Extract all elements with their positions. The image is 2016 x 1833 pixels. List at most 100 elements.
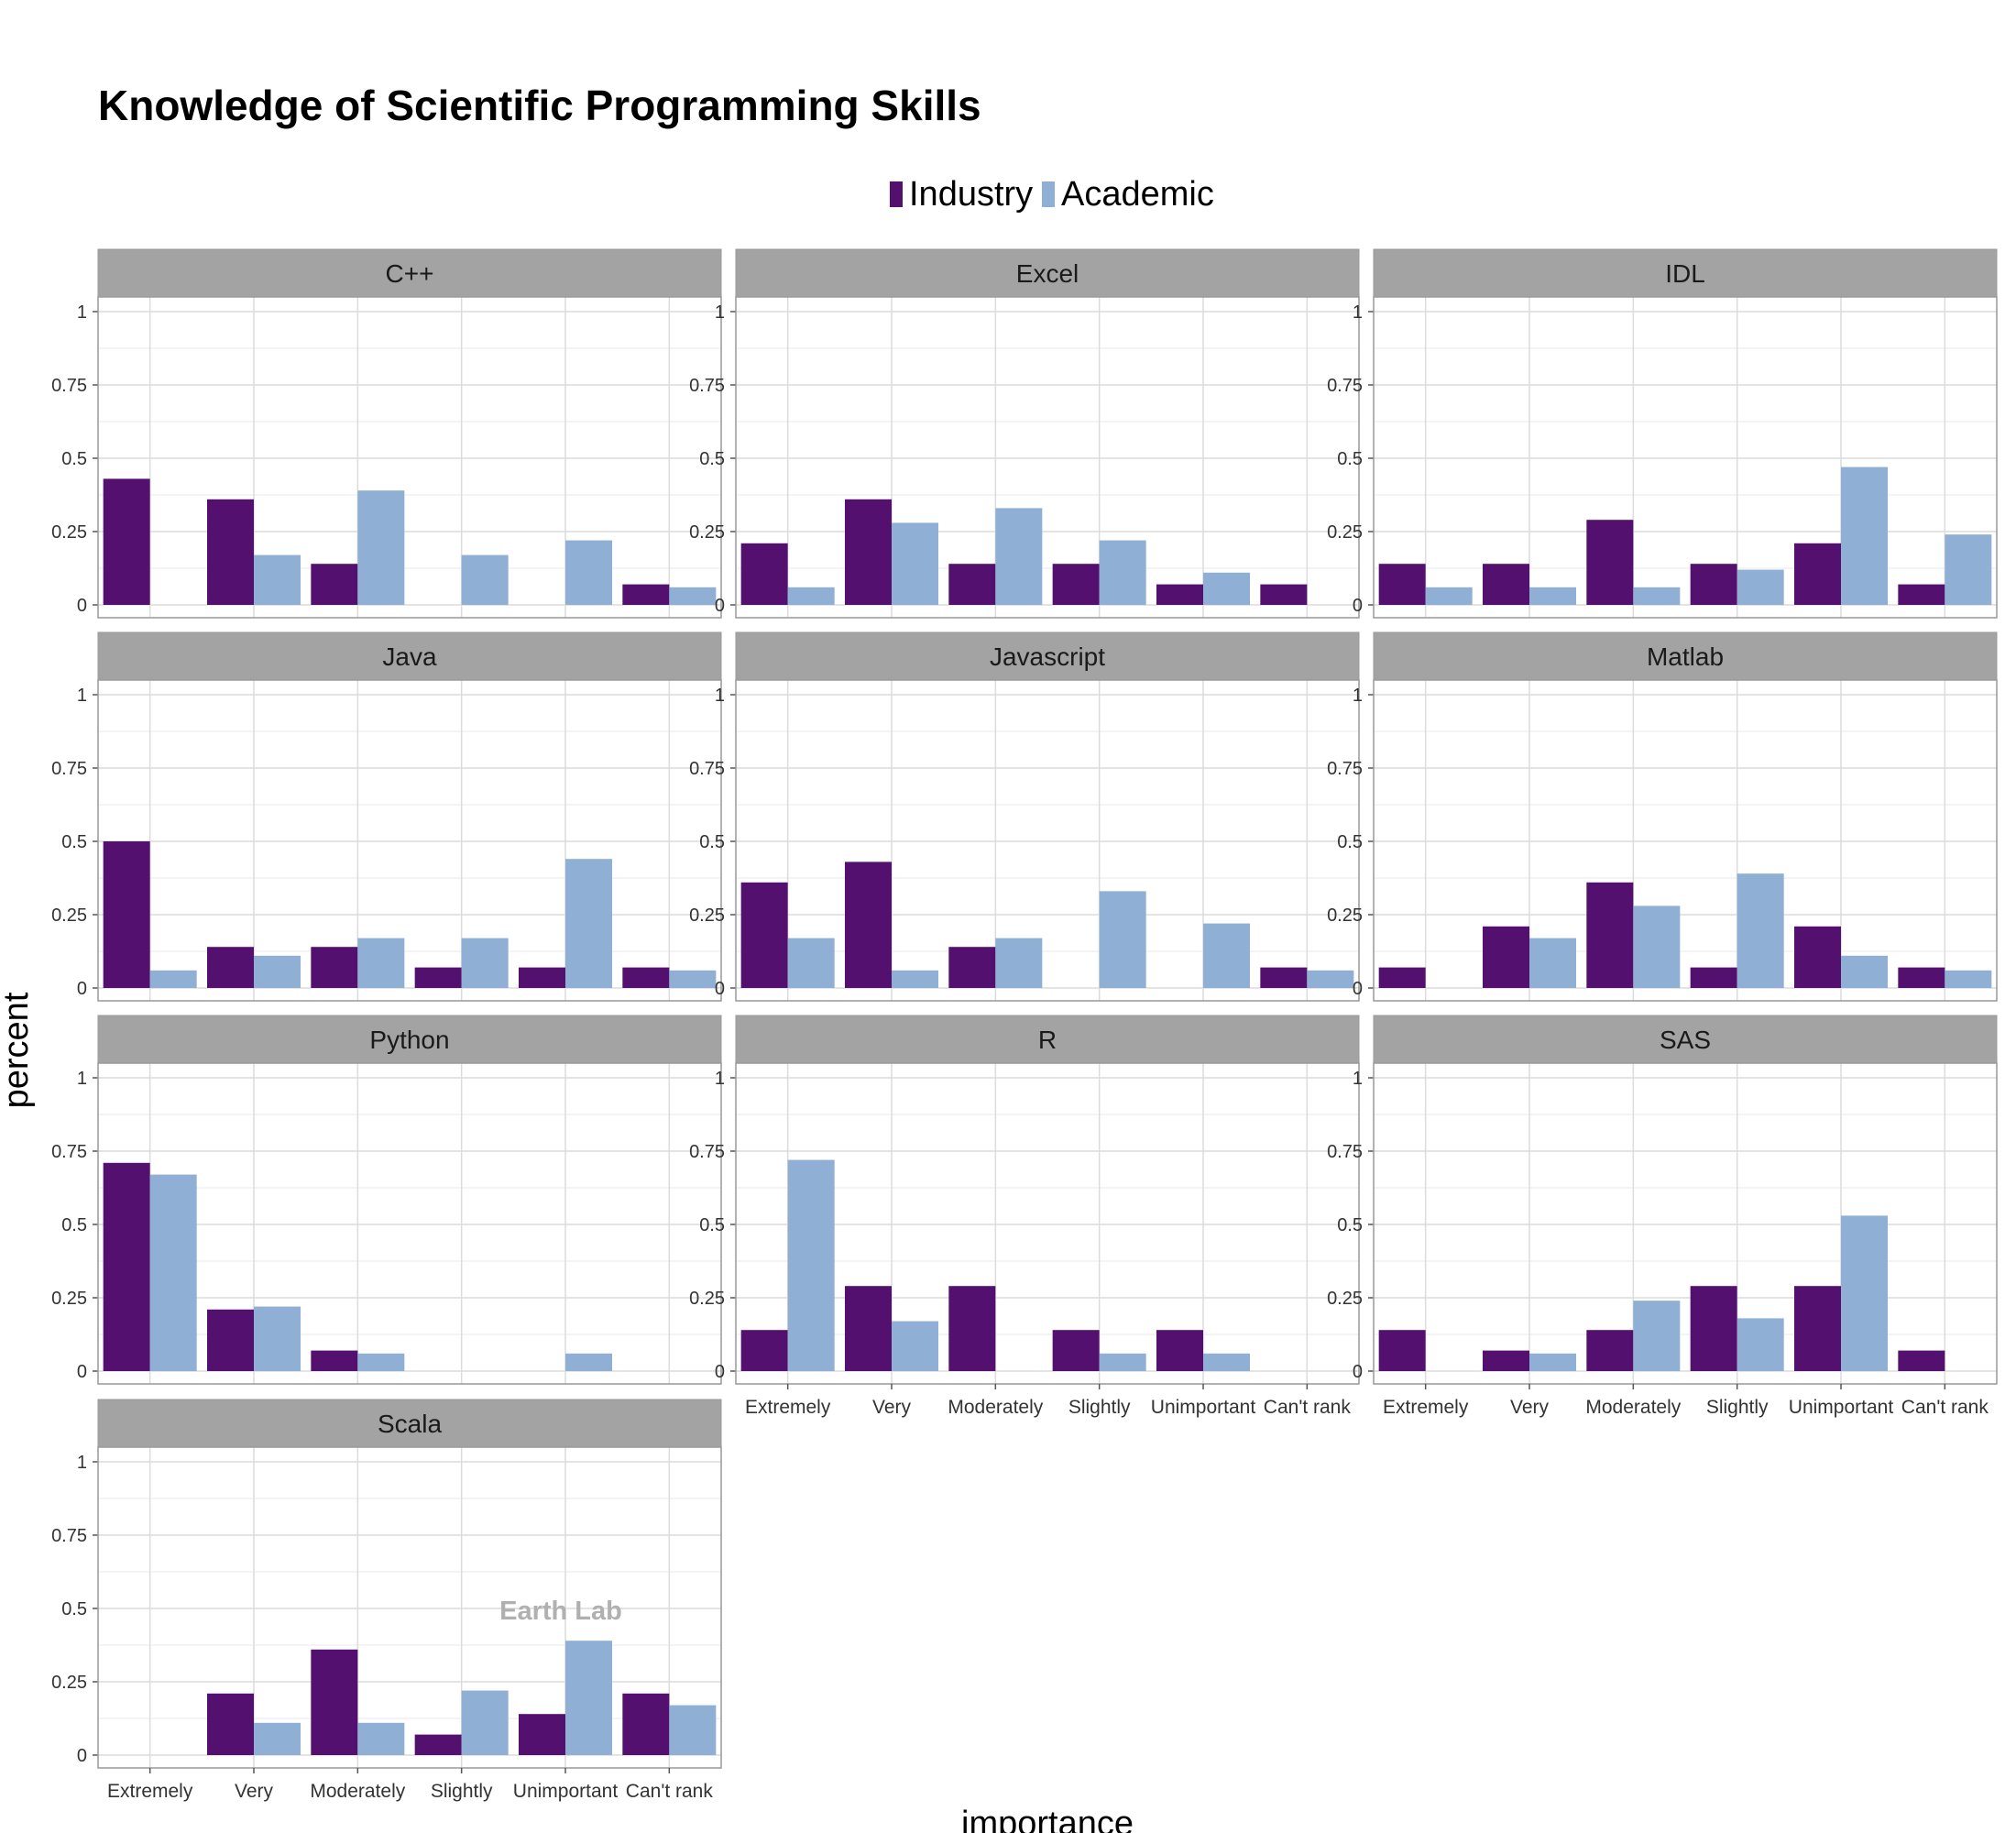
bar-java-academic-slightly [461, 938, 509, 988]
bar-matlab-academic-slightly [1737, 873, 1784, 988]
bar-python-industry-very [207, 1309, 254, 1371]
bar-matlab-academic-very [1529, 938, 1576, 988]
y-tick-label: 0 [77, 1746, 87, 1766]
x-tick-label: Extremely [1383, 1397, 1469, 1418]
bar-cplusplus-industry-very [207, 499, 254, 605]
bar-r-industry-extremely [740, 1330, 788, 1371]
bar-idl-academic-can-t-rank [1945, 534, 1992, 605]
y-tick-label: 1 [1353, 686, 1363, 706]
bar-javascript-academic-unimportant [1203, 923, 1250, 988]
bar-r-academic-extremely [787, 1159, 835, 1371]
panel-title-sas: SAS [1660, 1026, 1711, 1054]
bar-idl-industry-slightly [1690, 564, 1737, 605]
panel-plot-area [1374, 680, 1997, 1001]
y-tick-label: 1 [1353, 1069, 1363, 1089]
bar-idl-industry-extremely [1378, 564, 1426, 605]
y-tick-label: 0 [77, 1362, 87, 1382]
bar-idl-academic-extremely [1425, 587, 1473, 605]
bar-java-academic-moderately [357, 938, 405, 988]
y-tick-label: 0.25 [51, 906, 87, 926]
y-tick-label: 0.5 [699, 832, 725, 852]
panel-plot-area [1374, 297, 1997, 618]
bar-excel-industry-unimportant [1156, 584, 1203, 605]
bar-excel-industry-extremely [740, 543, 788, 605]
bar-python-academic-very [254, 1306, 301, 1371]
panel-r: R 0 0.25 0.5 0.75 1 Extremely Very Moderately Sli… [689, 1015, 1360, 1418]
bar-python-academic-moderately [357, 1353, 405, 1371]
bar-excel-industry-slightly [1052, 564, 1100, 605]
x-tick-label: Extremely [107, 1781, 193, 1802]
bar-sas-academic-very [1529, 1353, 1576, 1371]
panel-python: Python 0 0.25 0.5 0.75 1 [51, 1015, 722, 1385]
bar-matlab-industry-very [1483, 926, 1529, 988]
panel-title-r: R [1038, 1026, 1057, 1054]
bar-excel-academic-moderately [995, 508, 1043, 605]
bar-scala-academic-very [254, 1722, 301, 1755]
panel-border [97, 679, 722, 1002]
bar-java-industry-unimportant [519, 967, 565, 988]
y-tick-label: 0.75 [1327, 376, 1363, 396]
y-tick-label: 1 [77, 302, 87, 323]
bar-javascript-academic-extremely [787, 938, 835, 988]
panel-strip-matlab [1373, 631, 1998, 681]
panel-strip-javascript [735, 631, 1360, 681]
bar-sas-industry-slightly [1690, 1286, 1737, 1371]
bar-r-industry-very [845, 1286, 892, 1371]
panel-title-scala: Scala [378, 1410, 442, 1438]
chart-title: Knowledge of Scientific Programming Skil… [98, 82, 981, 129]
y-tick-label: 0 [715, 1362, 725, 1382]
bar-scala-academic-can-t-rank [669, 1705, 717, 1755]
y-tick-label: 0.25 [1327, 522, 1363, 543]
y-tick-label: 0.5 [61, 832, 87, 852]
panel-strip-cplusplus [97, 248, 722, 298]
bar-scala-academic-slightly [461, 1690, 509, 1755]
bar-r-academic-slightly [1099, 1353, 1146, 1371]
panel-cplusplus: C++ 0 0.25 0.5 0.75 1 [51, 248, 722, 619]
y-tick-label: 0.75 [51, 1142, 87, 1162]
bar-javascript-academic-very [892, 970, 938, 988]
y-tick-label: 0.75 [1327, 759, 1363, 779]
y-tick-label: 0 [77, 979, 87, 999]
x-tick-label: Unimportant [1151, 1397, 1256, 1418]
bar-sas-industry-very [1483, 1350, 1529, 1371]
panel-plot-area [1374, 1063, 1997, 1384]
legend-swatch-industry [890, 181, 903, 207]
bar-matlab-industry-slightly [1690, 967, 1737, 988]
bar-java-industry-very [207, 947, 254, 988]
panel-strip-idl [1373, 248, 1998, 298]
x-tick-label: Very [1510, 1397, 1550, 1418]
y-tick-label: 0 [1353, 596, 1363, 616]
bar-r-industry-moderately [948, 1286, 996, 1371]
y-tick-label: 0.75 [1327, 1142, 1363, 1162]
bar-python-academic-unimportant [565, 1353, 612, 1371]
y-tick-label: 1 [77, 1069, 87, 1089]
bar-matlab-academic-unimportant [1841, 955, 1888, 988]
bar-sas-academic-slightly [1737, 1318, 1784, 1371]
x-tick-label: Moderately [948, 1397, 1043, 1418]
bar-scala-industry-very [207, 1693, 254, 1755]
bar-matlab-academic-moderately [1633, 906, 1681, 988]
bar-java-academic-very [254, 955, 301, 988]
x-tick-label: Very [235, 1781, 274, 1802]
y-tick-label: 1 [77, 1453, 87, 1473]
bar-idl-industry-can-t-rank [1898, 584, 1945, 605]
x-tick-label: Moderately [1585, 1397, 1681, 1418]
bar-scala-industry-can-t-rank [622, 1693, 670, 1755]
bar-r-academic-very [892, 1321, 938, 1371]
bar-cplusplus-academic-very [254, 554, 301, 605]
y-tick-label: 0.5 [1337, 449, 1363, 469]
bar-r-industry-slightly [1052, 1330, 1100, 1371]
bar-excel-academic-extremely [787, 587, 835, 605]
bar-scala-academic-moderately [357, 1722, 405, 1755]
bar-javascript-industry-extremely [740, 882, 788, 988]
panel-border [1373, 1062, 1998, 1385]
bar-javascript-academic-moderately [995, 938, 1043, 988]
bar-excel-industry-very [845, 499, 892, 605]
x-tick-label: Slightly [431, 1781, 493, 1802]
bar-idl-academic-moderately [1633, 587, 1681, 605]
bar-matlab-industry-can-t-rank [1898, 967, 1945, 988]
bar-sas-academic-unimportant [1841, 1215, 1888, 1371]
panel-title-python: Python [369, 1026, 449, 1054]
y-tick-label: 0.5 [699, 449, 725, 469]
